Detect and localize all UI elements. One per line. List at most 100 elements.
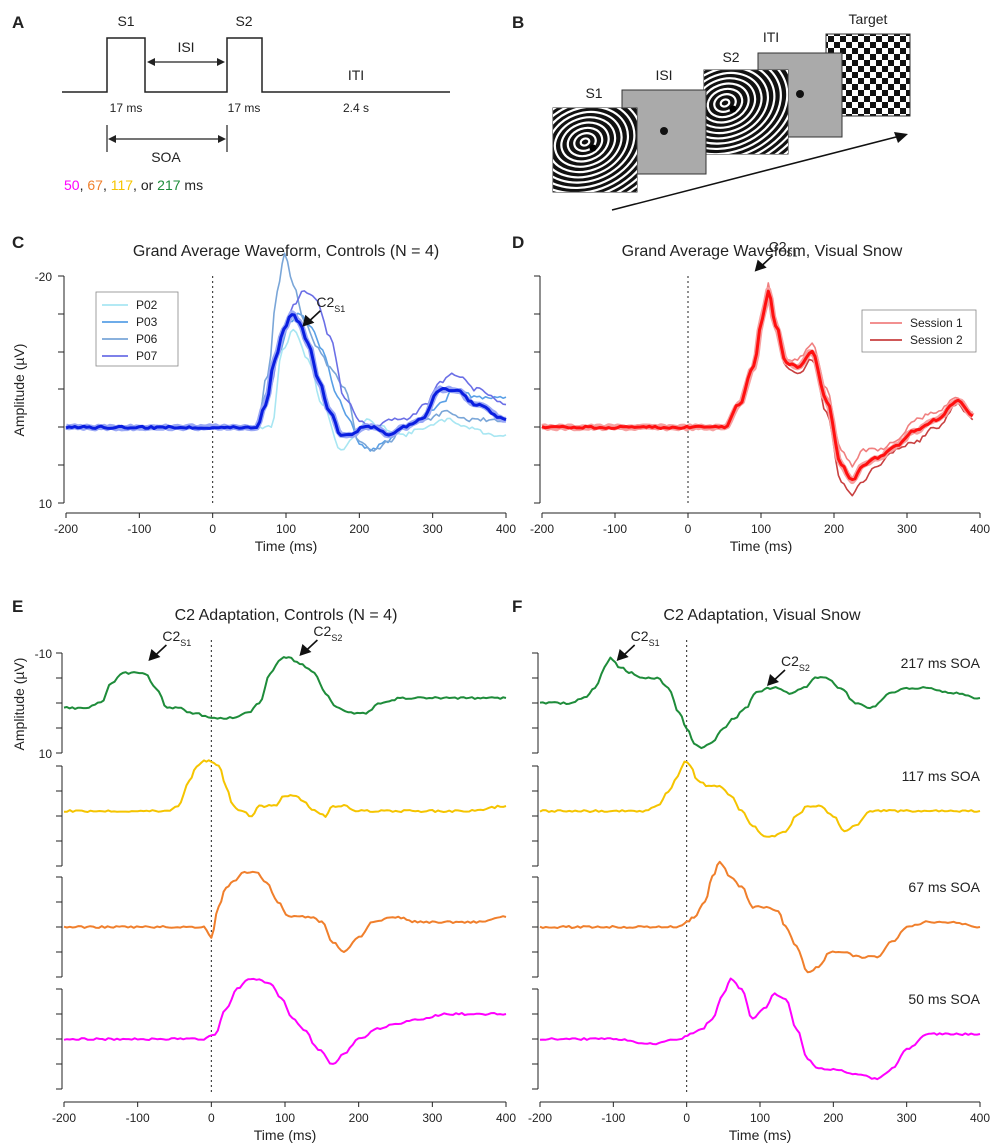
chart-f-x-tick-label: 300 — [897, 1111, 917, 1125]
chart-d-x-tick-label: -100 — [603, 522, 627, 536]
soa-value-segment: 117 — [111, 177, 134, 193]
sequence-arrow-head — [894, 132, 908, 143]
chart-f-series-67-ms-soa — [539, 860, 981, 974]
chart-c-legend-label: P03 — [136, 315, 158, 329]
soa-value-segment: , or — [133, 177, 157, 193]
chart-d-x-tick-label: 300 — [897, 522, 917, 536]
chart-d-x-tick-label: 400 — [970, 522, 990, 536]
chart-e-c2-annotation-1-arrow-head — [148, 649, 161, 661]
chart-e-y-tick-label: 10 — [39, 747, 53, 761]
chart-e-x-tick-label: 0 — [208, 1111, 215, 1125]
chart-d-c2-annotation-sub: S1 — [787, 249, 798, 259]
chart-f-x-tick-label: 400 — [970, 1111, 990, 1125]
soa-value-segment: , — [80, 177, 88, 193]
s2-fingerprint — [703, 69, 789, 155]
isi-arrow-head-right — [217, 58, 225, 66]
iti-duration: 2.4 s — [343, 101, 369, 115]
chart-c-y-axis-label: Amplitude (µV) — [11, 344, 27, 437]
chart-e-x-tick-label: -200 — [52, 1111, 76, 1125]
chart-f-soa-label: 217 ms SOA — [901, 655, 981, 671]
chart-f-c2-annotation-1-main: C2 — [631, 628, 649, 644]
chart-c-series-mean — [65, 313, 507, 437]
chart-d-c2-annotation-main: C2 — [769, 239, 787, 255]
chart-c-y-tick-label: 10 — [39, 497, 53, 511]
chart-f-x-axis-label: Time (ms) — [729, 1127, 791, 1143]
iti-label: ITI — [348, 67, 364, 83]
chart-d-x-tick-label: 200 — [824, 522, 844, 536]
chart-f-c2-annotation-2-sub: S2 — [799, 663, 810, 673]
chart-f-c2-annotation-1-arrow-head — [616, 649, 629, 661]
s2-screen-label: S2 — [722, 49, 739, 65]
chart-e-c2-annotation-2-arrow-head — [299, 644, 312, 656]
panel-label-d: D — [512, 233, 524, 252]
chart-c-x-tick-label: 200 — [349, 522, 369, 536]
chart-c-x-tick-label: 100 — [276, 522, 296, 536]
chart-f-x-tick-label: 0 — [683, 1111, 690, 1125]
chart-f-x-tick-label: 100 — [750, 1111, 770, 1125]
chart-f-series-217-ms-soa — [539, 656, 981, 750]
chart-e-series-117-ms-soa — [63, 759, 507, 818]
chart-f-c2-annotation-1: C2S1 — [631, 628, 660, 648]
chart-c-c2-annotation-arrow-head — [302, 314, 315, 327]
panel-label-a: A — [12, 13, 24, 32]
chart-f-series-50-ms-soa — [539, 977, 981, 1081]
chart-e-c2-annotation-1-main: C2 — [162, 628, 180, 644]
chart-f-x-tick-label: -200 — [528, 1111, 552, 1125]
chart-e-c2-annotation-1-sub: S1 — [180, 638, 191, 648]
isi-screen-label: ISI — [655, 67, 672, 83]
chart-f-soa-label: 50 ms SOA — [908, 991, 980, 1007]
sequence-arrow — [611, 135, 901, 211]
s1-label: S1 — [117, 13, 134, 29]
chart-f-c2-annotation-2: C2S2 — [781, 653, 810, 673]
chart-f-soa-label: 117 ms SOA — [902, 768, 981, 784]
chart-e-c2-annotation-1: C2S1 — [162, 628, 191, 648]
s2-label: S2 — [235, 13, 252, 29]
chart-e-title: C2 Adaptation, Controls (N = 4) — [175, 607, 398, 624]
chart-c-legend-label: P06 — [136, 332, 158, 346]
chart-e-c2-annotation-2-main: C2 — [313, 623, 331, 639]
chart-e-y-axis-label: Amplitude (µV) — [11, 658, 27, 751]
chart-f-title: C2 Adaptation, Visual Snow — [663, 607, 861, 624]
chart-c-x-axis-label: Time (ms) — [255, 538, 317, 554]
chart-d-legend-label: Session 1 — [910, 316, 963, 330]
iti-fixation-dot — [796, 90, 804, 98]
chart-f-c2-annotation-2-arrow-head — [767, 674, 779, 686]
paradigm-timeline — [62, 37, 450, 93]
iti-screen-label: ITI — [763, 29, 779, 45]
chart-d-series-mean — [541, 289, 974, 481]
isi-label: ISI — [177, 39, 194, 55]
chart-e-x-tick-label: 100 — [275, 1111, 295, 1125]
soa-value-segment: 217 — [157, 177, 181, 193]
chart-d-legend — [861, 309, 977, 353]
soa-values: 50, 67, 117, or 217 ms — [64, 177, 203, 193]
chart-d-c2-annotation-arrow-head — [754, 259, 767, 272]
isi-arrow-head-left — [147, 58, 155, 66]
chart-f-series-117-ms-soa — [539, 760, 981, 838]
chart-d-x-tick-label: 0 — [685, 522, 692, 536]
soa-value-segment: 67 — [87, 177, 103, 193]
chart-e-x-tick-label: 200 — [349, 1111, 369, 1125]
chart-e-x-tick-label: -100 — [126, 1111, 150, 1125]
panel-label-f: F — [512, 597, 522, 616]
chart-e-series-50-ms-soa — [63, 977, 507, 1065]
s2-duration: 17 ms — [228, 101, 261, 115]
chart-e-series-217-ms-soa — [63, 656, 507, 720]
chart-e-x-tick-label: 300 — [422, 1111, 442, 1125]
chart-c-x-tick-label: 300 — [423, 522, 443, 536]
chart-d-x-tick-label: 100 — [751, 522, 771, 536]
chart-c-legend-label: P02 — [136, 298, 158, 312]
chart-e-x-axis-label: Time (ms) — [254, 1127, 316, 1143]
s1-screen-label: S1 — [585, 85, 602, 101]
chart-d-legend-label: Session 2 — [910, 333, 963, 347]
s1-duration: 17 ms — [110, 101, 143, 115]
isi-fixation-dot — [660, 127, 668, 135]
chart-c-c2-annotation-main: C2 — [316, 294, 334, 310]
chart-f-c2-annotation-2-main: C2 — [781, 653, 799, 669]
s1-fingerprint — [552, 107, 638, 193]
panel-label-b: B — [512, 13, 524, 32]
panel-label-e: E — [12, 597, 23, 616]
chart-d-x-axis-label: Time (ms) — [730, 538, 792, 554]
chart-e-c2-annotation-2-sub: S2 — [331, 633, 342, 643]
soa-value-segment: 50 — [64, 177, 80, 193]
